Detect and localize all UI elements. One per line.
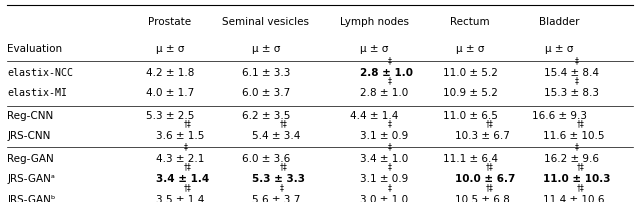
- Text: 3.0 ± 1.0: 3.0 ± 1.0: [360, 194, 408, 202]
- Text: μ ± σ: μ ± σ: [360, 44, 388, 54]
- Text: 4.2 ± 1.8: 4.2 ± 1.8: [146, 67, 194, 78]
- Text: 16.6 ± 9.3: 16.6 ± 9.3: [532, 111, 587, 121]
- Text: †‡: †‡: [280, 118, 287, 127]
- Text: †‡: †‡: [485, 162, 493, 170]
- Text: 4.4 ± 1.4: 4.4 ± 1.4: [350, 111, 399, 121]
- Text: 3.1 ± 0.9: 3.1 ± 0.9: [360, 173, 409, 183]
- Text: 5.6 ± 3.7: 5.6 ± 3.7: [252, 194, 300, 202]
- Text: †‡: †‡: [184, 182, 191, 191]
- Text: †‡: †‡: [577, 118, 584, 127]
- Text: JRS-CNN: JRS-CNN: [7, 130, 51, 140]
- Text: 11.6 ± 10.5: 11.6 ± 10.5: [543, 130, 604, 140]
- Text: 5.3 ± 2.5: 5.3 ± 2.5: [146, 111, 194, 121]
- Text: †‡: †‡: [184, 162, 191, 170]
- Text: 3.5 ± 1.4: 3.5 ± 1.4: [156, 194, 205, 202]
- Text: 15.3 ± 8.3: 15.3 ± 8.3: [544, 87, 599, 97]
- Text: 5.3 ± 3.3: 5.3 ± 3.3: [252, 173, 305, 183]
- Text: ‡: ‡: [184, 142, 188, 150]
- Text: ‡: ‡: [388, 56, 392, 65]
- Text: μ ± σ: μ ± σ: [456, 44, 484, 54]
- Text: †‡: †‡: [485, 118, 493, 127]
- Text: 11.0 ± 10.3: 11.0 ± 10.3: [543, 173, 610, 183]
- Text: JRS-GANᵃ: JRS-GANᵃ: [7, 173, 55, 183]
- Text: ‡: ‡: [388, 76, 392, 85]
- Text: 3.1 ± 0.9: 3.1 ± 0.9: [360, 130, 409, 140]
- Text: μ ± σ: μ ± σ: [156, 44, 184, 54]
- Text: μ ± σ: μ ± σ: [252, 44, 280, 54]
- Text: μ ± σ: μ ± σ: [545, 44, 573, 54]
- Text: Lymph nodes: Lymph nodes: [340, 17, 409, 26]
- Text: ‡: ‡: [388, 142, 392, 150]
- Text: 15.4 ± 8.4: 15.4 ± 8.4: [544, 67, 599, 78]
- Text: Prostate: Prostate: [148, 17, 191, 26]
- Text: 10.9 ± 5.2: 10.9 ± 5.2: [443, 87, 497, 97]
- Text: 16.2 ± 9.6: 16.2 ± 9.6: [544, 153, 599, 163]
- Text: †‡: †‡: [280, 162, 287, 170]
- Text: 2.8 ± 1.0: 2.8 ± 1.0: [360, 67, 413, 78]
- Text: 6.1 ± 3.3: 6.1 ± 3.3: [241, 67, 290, 78]
- Text: elastix-NCC: elastix-NCC: [7, 67, 73, 78]
- Text: 3.4 ± 1.4: 3.4 ± 1.4: [156, 173, 209, 183]
- Text: †‡: †‡: [485, 182, 493, 191]
- Text: 2.8 ± 1.0: 2.8 ± 1.0: [360, 87, 409, 97]
- Text: †‡: †‡: [184, 118, 191, 127]
- Text: 3.4 ± 1.0: 3.4 ± 1.0: [360, 153, 409, 163]
- Text: 5.4 ± 3.4: 5.4 ± 3.4: [252, 130, 300, 140]
- Text: 4.0 ± 1.7: 4.0 ± 1.7: [146, 87, 194, 97]
- Text: 6.0 ± 3.6: 6.0 ± 3.6: [241, 153, 290, 163]
- Text: †‡: †‡: [577, 162, 584, 170]
- Text: †‡: †‡: [577, 182, 584, 191]
- Text: elastix-MI: elastix-MI: [7, 87, 67, 97]
- Text: 6.0 ± 3.7: 6.0 ± 3.7: [241, 87, 290, 97]
- Text: Bladder: Bladder: [540, 17, 580, 26]
- Text: Reg-GAN: Reg-GAN: [7, 153, 54, 163]
- Text: Seminal vesicles: Seminal vesicles: [222, 17, 309, 26]
- Text: 11.0 ± 5.2: 11.0 ± 5.2: [443, 67, 497, 78]
- Text: 10.3 ± 6.7: 10.3 ± 6.7: [455, 130, 509, 140]
- Text: 10.5 ± 6.8: 10.5 ± 6.8: [455, 194, 509, 202]
- Text: 11.0 ± 6.5: 11.0 ± 6.5: [443, 111, 497, 121]
- Text: ‡: ‡: [280, 182, 284, 191]
- Text: 3.6 ± 1.5: 3.6 ± 1.5: [156, 130, 205, 140]
- Text: 4.3 ± 2.1: 4.3 ± 2.1: [156, 153, 205, 163]
- Text: Rectum: Rectum: [451, 17, 490, 26]
- Text: Reg-CNN: Reg-CNN: [7, 111, 53, 121]
- Text: 10.0 ± 6.7: 10.0 ± 6.7: [455, 173, 515, 183]
- Text: Evaluation: Evaluation: [7, 44, 62, 54]
- Text: 11.1 ± 6.4: 11.1 ± 6.4: [443, 153, 497, 163]
- Text: ‡: ‡: [575, 142, 579, 150]
- Text: ‡: ‡: [388, 118, 392, 127]
- Text: 6.2 ± 3.5: 6.2 ± 3.5: [241, 111, 290, 121]
- Text: 11.4 ± 10.6: 11.4 ± 10.6: [543, 194, 604, 202]
- Text: ‡: ‡: [388, 162, 392, 170]
- Text: ‡: ‡: [575, 56, 579, 65]
- Text: ‡: ‡: [388, 182, 392, 191]
- Text: ‡: ‡: [575, 76, 579, 85]
- Text: JRS-GANᵇ: JRS-GANᵇ: [7, 194, 56, 202]
